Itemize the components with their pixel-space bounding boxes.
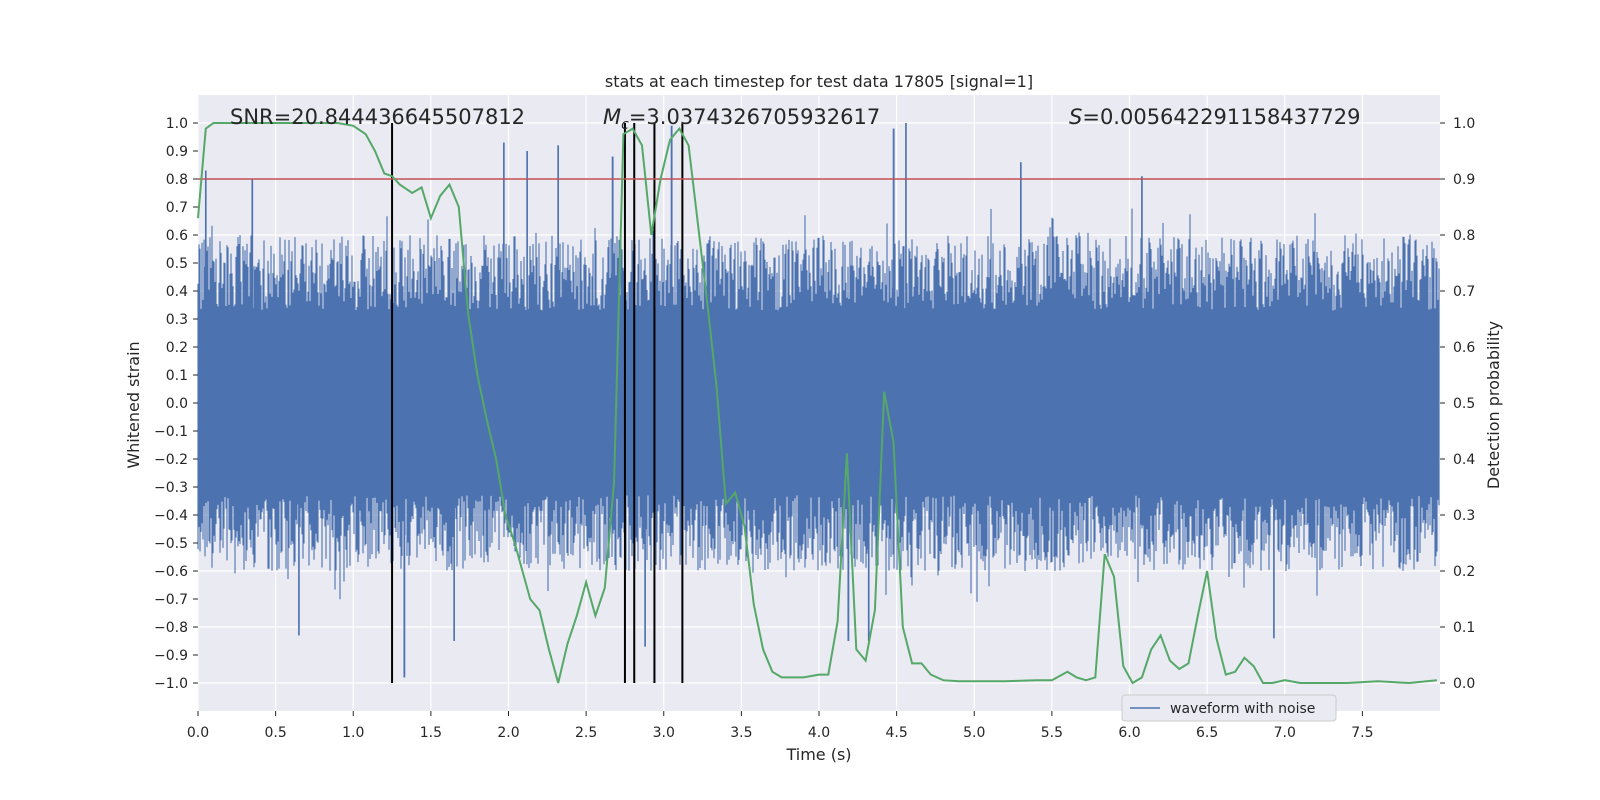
- y-tick-label: 0.8: [166, 172, 188, 188]
- y-tick-label: −0.5: [154, 536, 188, 552]
- x-axis: 0.0 0.5 1.0 1.5 2.0 2.5 3.0 3.5 4.0 4.5 5.0 5.5 6.0 6…: [187, 711, 1374, 741]
- x-axis-label: Time (s): [785, 745, 851, 764]
- y-tick-label: −0.7: [154, 592, 188, 608]
- x-tick-label: 3.0: [653, 725, 675, 741]
- y-axis-label: Whitened strain: [124, 341, 143, 468]
- y-tick-label: −0.2: [154, 452, 188, 468]
- y-tick-label: −0.9: [154, 648, 188, 664]
- y-tick-label: −0.3: [154, 480, 188, 496]
- x-tick-label: 4.0: [808, 725, 830, 741]
- y2-axis-label: Detection probability: [1484, 321, 1503, 489]
- x-tick-label: 4.5: [885, 725, 907, 741]
- y2-tick-label: 0.9: [1453, 172, 1475, 188]
- x-tick-label: 2.5: [575, 725, 597, 741]
- y-tick-label: −0.4: [154, 508, 188, 524]
- y2-tick-label: 0.3: [1453, 508, 1475, 524]
- x-tick-label: 5.5: [1041, 725, 1063, 741]
- legend: waveform with noise: [1121, 694, 1337, 722]
- x-tick-label: 0.0: [187, 725, 209, 741]
- y-tick-label: 0.1: [166, 368, 188, 384]
- y-tick-label: −0.8: [154, 620, 188, 636]
- y-axis-left: 1.0 0.9 0.8 0.7 0.6 0.5 0.4 0.3 0.2 0.1 0.0 −0.1 −0.…: [154, 116, 198, 692]
- y-tick-label: 0.0: [166, 396, 188, 412]
- y-tick-label: −1.0: [154, 676, 188, 692]
- x-tick-label: 1.0: [342, 725, 364, 741]
- waveform-series: [197, 123, 1440, 678]
- y-tick-label: 0.9: [166, 144, 188, 160]
- x-tick-label: 5.0: [963, 725, 985, 741]
- y2-tick-label: 0.7: [1453, 284, 1475, 300]
- y-tick-label: 0.2: [166, 340, 188, 356]
- y-tick-label: 0.4: [166, 284, 188, 300]
- y2-tick-label: 0.0: [1453, 676, 1475, 692]
- y2-tick-label: 0.1: [1453, 620, 1475, 636]
- y-tick-label: 0.6: [166, 228, 188, 244]
- y2-tick-label: 0.5: [1453, 396, 1475, 412]
- y2-tick-label: 0.6: [1453, 340, 1475, 356]
- y-tick-label: 0.3: [166, 312, 188, 328]
- x-tick-label: 7.5: [1351, 725, 1373, 741]
- s-annotation: S=0.005642291158437729: [1069, 105, 1360, 129]
- y-tick-label: 0.7: [166, 200, 188, 216]
- snr-annotation: SNR=20.844436645507812: [230, 105, 525, 129]
- x-tick-label: 2.0: [497, 725, 519, 741]
- y2-tick-label: 0.4: [1453, 452, 1475, 468]
- x-tick-label: 6.5: [1196, 725, 1218, 741]
- detection-probability-line: [197, 122, 1437, 685]
- y-axis-right: 1.0 0.9 0.8 0.7 0.6 0.5 0.4 0.3 0.2 0.1 0.0: [1440, 116, 1475, 692]
- x-tick-label: 1.5: [420, 725, 442, 741]
- x-tick-label: 7.0: [1274, 725, 1296, 741]
- y-tick-label: −0.1: [154, 424, 188, 440]
- legend-box: [1121, 694, 1337, 722]
- y2-tick-label: 0.2: [1453, 564, 1475, 580]
- y2-tick-label: 1.0: [1453, 116, 1475, 132]
- y-tick-label: 0.5: [166, 256, 188, 272]
- x-tick-label: 6.0: [1118, 725, 1140, 741]
- x-tick-label: 0.5: [264, 725, 286, 741]
- y2-tick-label: 0.8: [1453, 228, 1475, 244]
- legend-label: waveform with noise: [1170, 701, 1315, 717]
- chirp-mass-annotation: Mc=3.0374326705932617: [603, 105, 880, 133]
- y-tick-label: 1.0: [166, 116, 188, 132]
- chart-title: stats at each timestep for test data 178…: [605, 72, 1033, 91]
- y-tick-label: −0.6: [154, 564, 188, 580]
- x-tick-label: 3.5: [730, 725, 752, 741]
